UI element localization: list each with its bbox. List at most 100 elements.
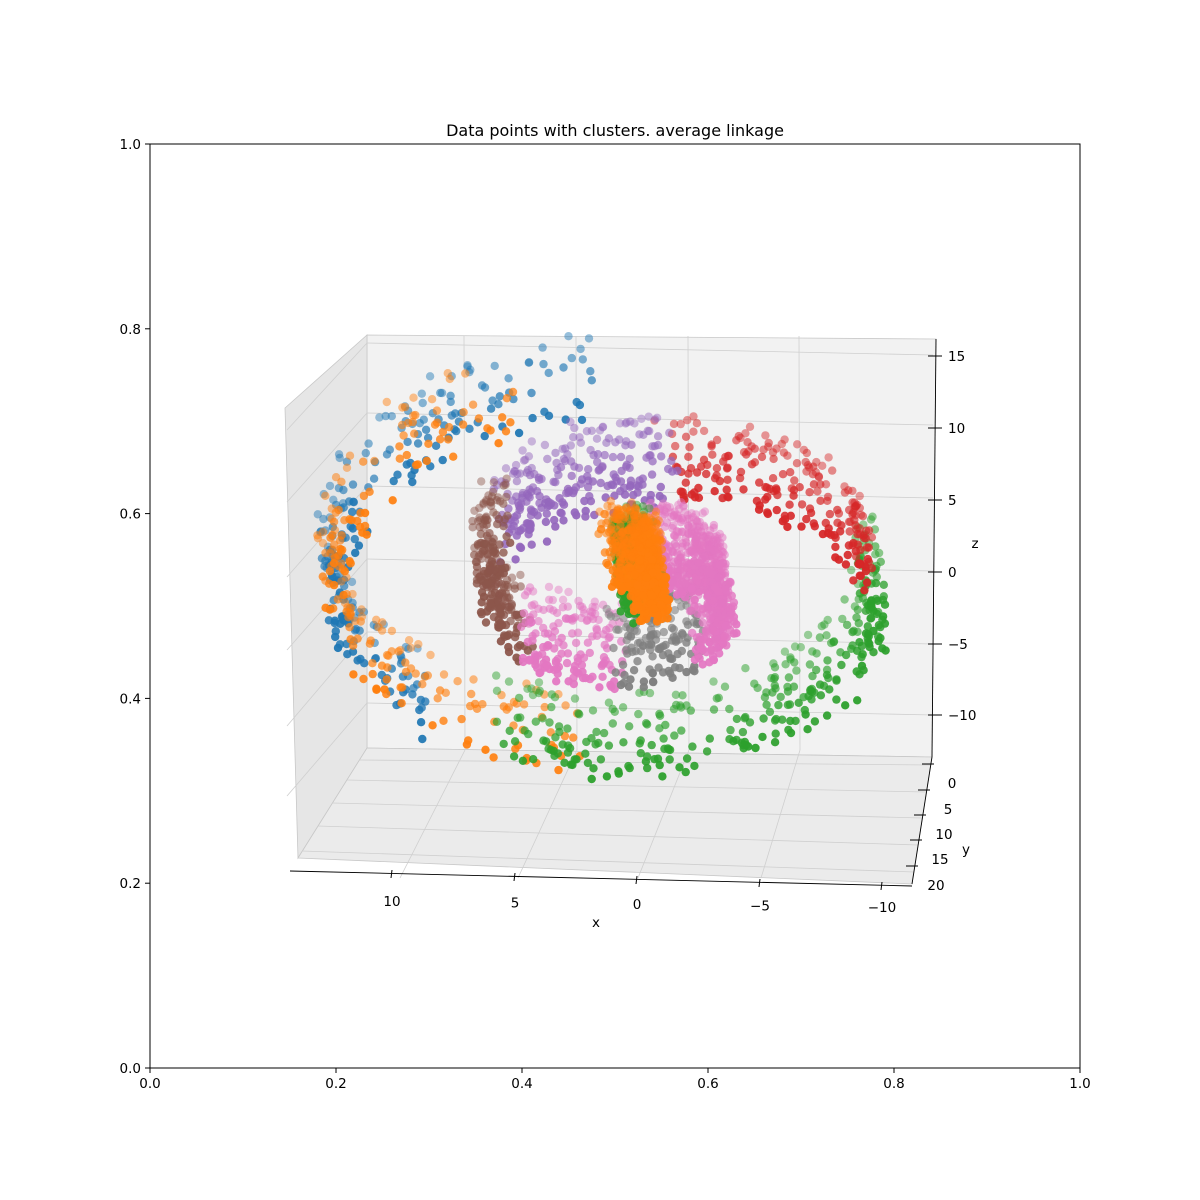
x3d-tick-mark	[635, 875, 638, 885]
data-point	[741, 712, 750, 722]
data-point	[610, 707, 619, 716]
data-point	[501, 589, 511, 598]
data-point	[449, 452, 458, 461]
grid-line	[366, 342, 934, 356]
data-point	[462, 740, 472, 749]
data-point	[504, 374, 513, 383]
data-point	[387, 626, 397, 636]
data-point	[619, 738, 628, 747]
data-point	[502, 474, 511, 483]
grid-line	[346, 779, 927, 793]
data-point	[709, 520, 719, 530]
x3d-tick-mark	[513, 872, 516, 882]
data-point	[516, 713, 525, 722]
data-point	[643, 426, 652, 435]
data-point	[639, 683, 648, 692]
data-point	[626, 520, 636, 530]
data-point	[501, 464, 511, 473]
data-point	[658, 590, 667, 599]
data-point	[489, 508, 498, 517]
data-point	[413, 644, 422, 653]
data-point	[825, 509, 835, 519]
data-point	[594, 466, 603, 475]
data-point	[471, 557, 481, 567]
data-point	[569, 433, 578, 442]
data-point	[685, 443, 694, 452]
data-point	[647, 591, 657, 600]
data-point	[643, 763, 652, 773]
data-point	[832, 676, 841, 685]
data-point	[663, 503, 672, 513]
data-point	[641, 530, 650, 540]
data-point	[581, 512, 590, 521]
data-point	[702, 469, 711, 479]
data-point	[610, 512, 619, 522]
data-point	[737, 738, 746, 747]
data-point	[508, 387, 518, 397]
data-point	[694, 602, 703, 612]
data-point	[643, 752, 652, 761]
data-point	[694, 493, 704, 502]
z-axis-line	[931, 338, 937, 758]
data-point	[577, 415, 587, 425]
data-point	[592, 631, 602, 640]
data-point	[848, 498, 857, 507]
data-point	[637, 518, 647, 528]
y-tick-label: 0.6	[120, 507, 141, 523]
data-point	[506, 418, 515, 427]
data-point	[638, 510, 647, 520]
data-point	[759, 714, 768, 723]
data-point	[706, 615, 715, 624]
data-point	[524, 452, 534, 461]
data-point	[715, 560, 724, 570]
data-point	[528, 690, 538, 700]
data-point	[382, 397, 391, 407]
data-point	[355, 626, 364, 635]
data-point	[495, 589, 504, 598]
data-point	[326, 549, 335, 558]
data-point	[595, 683, 604, 692]
data-point	[401, 642, 410, 652]
data-point	[347, 577, 357, 587]
data-point	[604, 434, 614, 443]
data-point	[602, 558, 611, 568]
data-point	[427, 395, 437, 404]
data-point	[501, 563, 510, 573]
data-point	[334, 450, 344, 459]
data-point	[512, 653, 521, 662]
data-point	[669, 419, 679, 429]
data-point	[381, 411, 390, 421]
data-point	[840, 595, 849, 604]
x3d-tick-mark	[880, 881, 883, 891]
data-point	[803, 630, 813, 640]
data-point	[681, 579, 690, 588]
data-point	[874, 632, 883, 641]
data-point	[588, 706, 598, 715]
data-point	[739, 448, 749, 457]
data-point	[654, 611, 663, 620]
data-point	[431, 441, 441, 450]
data-point	[446, 397, 455, 407]
y-tick-label: 0.2	[120, 876, 141, 892]
data-point	[558, 603, 568, 612]
data-point	[401, 667, 411, 677]
data-point	[820, 620, 829, 629]
grid-line	[286, 412, 368, 503]
data-point	[622, 636, 631, 645]
data-point	[767, 674, 776, 683]
y-tick-label: 0.4	[120, 691, 141, 707]
data-point	[815, 680, 825, 689]
data-point	[720, 632, 729, 641]
data-point	[800, 705, 809, 715]
data-point	[583, 638, 593, 647]
data-point	[516, 570, 525, 580]
data-point	[550, 751, 559, 760]
data-point	[663, 614, 672, 623]
data-point	[853, 627, 862, 636]
y3d-tick-label: 20	[927, 878, 944, 894]
data-point	[538, 343, 547, 352]
data-point	[330, 616, 340, 625]
data-point	[404, 636, 414, 645]
data-point	[550, 515, 559, 525]
